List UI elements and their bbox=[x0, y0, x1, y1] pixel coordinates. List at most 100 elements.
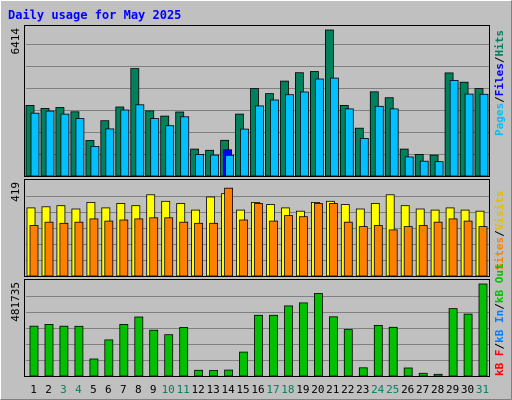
pages-bar-day-1 bbox=[30, 112, 40, 177]
day-label-30: 30 bbox=[461, 383, 474, 396]
pages-bar-day-14 bbox=[225, 154, 235, 177]
legend-pages: Pages bbox=[493, 103, 506, 136]
kbytes-panel-frame bbox=[24, 279, 490, 377]
kb-out-bar-day-19 bbox=[298, 302, 308, 377]
day-labels: 1 2 3 4 5 6 7 8 9 10 11 12 13 14 15 16 17 18 19 20 21 22 23 24 2… bbox=[30, 383, 489, 396]
visits-panel-frame bbox=[24, 179, 490, 277]
sites-bar-day-1 bbox=[29, 225, 39, 277]
sites-bar-day-3 bbox=[59, 222, 69, 277]
kb-out-bar-day-17 bbox=[269, 314, 278, 377]
pages-bar-day-9 bbox=[150, 118, 160, 177]
day-label-22: 22 bbox=[341, 383, 354, 396]
kb-out-bar-day-16 bbox=[254, 314, 263, 377]
legend-hits: Hits bbox=[493, 30, 506, 57]
kbytes-max-label: 481735 bbox=[9, 282, 22, 322]
legend-kb-out: kB Out bbox=[493, 263, 506, 303]
pages-bar-day-20 bbox=[314, 78, 324, 177]
kb-out-bar-day-20 bbox=[313, 293, 323, 377]
chart-title: Daily usage for May 2025 bbox=[8, 8, 181, 22]
kb-out-bar-day-14 bbox=[224, 369, 234, 377]
pages-bar-day-13 bbox=[210, 154, 220, 177]
visits-max-label: 419 bbox=[9, 182, 22, 202]
day-label-11: 11 bbox=[177, 383, 190, 396]
sites-bar-day-28 bbox=[433, 221, 443, 277]
pages-bar-day-22 bbox=[344, 108, 354, 177]
pages-bar-day-29 bbox=[449, 80, 459, 177]
pages-bar-day-24 bbox=[374, 105, 384, 177]
kb-out-bar-day-2 bbox=[44, 323, 54, 377]
legend-slash: / bbox=[493, 230, 506, 237]
day-label-19: 19 bbox=[296, 383, 309, 396]
hits-max-label: 6414 bbox=[9, 28, 22, 55]
pages-bar-day-11 bbox=[180, 116, 190, 177]
hits-panel-frame bbox=[24, 25, 490, 177]
day-label-4: 4 bbox=[75, 383, 82, 396]
sites-bar-day-23 bbox=[358, 226, 368, 277]
day-label-10: 10 bbox=[162, 383, 175, 396]
legend-kb-in: kB In bbox=[493, 310, 506, 343]
pages-bar-day-17 bbox=[270, 99, 279, 177]
kb-out-bar-day-31 bbox=[478, 283, 488, 377]
day-label-23: 23 bbox=[356, 383, 369, 396]
kb-out-bar-day-30 bbox=[463, 313, 473, 377]
kb-out-bar-day-25 bbox=[388, 326, 398, 377]
kb-out-bar-day-7 bbox=[119, 323, 129, 377]
day-label-2: 2 bbox=[45, 383, 52, 396]
kb-out-bar-day-6 bbox=[104, 339, 114, 377]
pages-bar-day-26 bbox=[404, 156, 414, 177]
kb-out-bar-day-26 bbox=[403, 367, 413, 377]
visits-panel-bars bbox=[26, 187, 488, 277]
hits-legend: Pages/Files/Hits bbox=[493, 30, 506, 136]
kb-out-bar-day-13 bbox=[209, 370, 219, 377]
pages-bar-day-2 bbox=[45, 110, 55, 177]
sites-bar-day-10 bbox=[164, 217, 174, 277]
pages-bar-day-3 bbox=[60, 113, 70, 177]
day-label-21: 21 bbox=[326, 383, 339, 396]
kb-out-bar-day-1 bbox=[29, 325, 39, 377]
sites-bar-day-25 bbox=[388, 229, 398, 277]
day-label-1: 1 bbox=[30, 383, 37, 396]
kb-out-bar-day-10 bbox=[164, 334, 174, 377]
legend-slash: / bbox=[493, 343, 506, 350]
day-label-28: 28 bbox=[431, 383, 444, 396]
sites-bar-day-9 bbox=[149, 217, 159, 277]
day-label-9: 9 bbox=[150, 383, 157, 396]
legend-files: Files bbox=[493, 63, 506, 96]
pages-bar-day-8 bbox=[135, 104, 145, 177]
kb-out-bar-day-22 bbox=[343, 329, 353, 377]
day-label-17: 17 bbox=[266, 383, 279, 396]
sites-bar-day-4 bbox=[74, 221, 84, 277]
sites-bar-day-21 bbox=[328, 203, 338, 277]
legend-slash: / bbox=[493, 56, 506, 63]
kb-out-bar-day-4 bbox=[74, 325, 84, 377]
pages-bar-day-7 bbox=[120, 109, 130, 177]
kb-out-bar-day-28 bbox=[433, 373, 443, 377]
pages-bar-day-30 bbox=[464, 93, 474, 177]
pages-bar-day-12 bbox=[195, 153, 205, 177]
day-label-16: 16 bbox=[251, 383, 264, 396]
kbytes-legend: kB F/kB In/kB Out bbox=[493, 263, 506, 376]
kb-out-bar-day-29 bbox=[448, 308, 458, 377]
sites-bar-day-20 bbox=[313, 203, 323, 277]
kb-out-bar-day-8 bbox=[134, 316, 144, 377]
pages-bar-day-18 bbox=[285, 94, 294, 177]
sites-bar-day-7 bbox=[119, 219, 129, 277]
legend-visits: Visits bbox=[493, 191, 506, 231]
day-label-18: 18 bbox=[281, 383, 294, 396]
sites-bar-day-8 bbox=[134, 218, 144, 277]
sites-bar-day-2 bbox=[44, 221, 54, 277]
sites-bar-day-13 bbox=[209, 222, 219, 277]
kb-out-bar-day-18 bbox=[284, 305, 293, 377]
sites-bar-day-5 bbox=[89, 218, 99, 277]
pages-bar-day-27 bbox=[419, 160, 429, 177]
kb-out-bar-day-11 bbox=[179, 327, 189, 377]
legend-sites: Sites bbox=[493, 237, 506, 270]
kb-out-bar-day-15 bbox=[239, 351, 248, 377]
day-label-20: 20 bbox=[311, 383, 324, 396]
day-label-6: 6 bbox=[105, 383, 112, 396]
pages-bar-day-19 bbox=[299, 91, 309, 177]
sites-bar-day-19 bbox=[298, 216, 308, 277]
kbytes-panel-bars bbox=[29, 283, 488, 377]
kb-out-bar-day-24 bbox=[373, 324, 383, 377]
